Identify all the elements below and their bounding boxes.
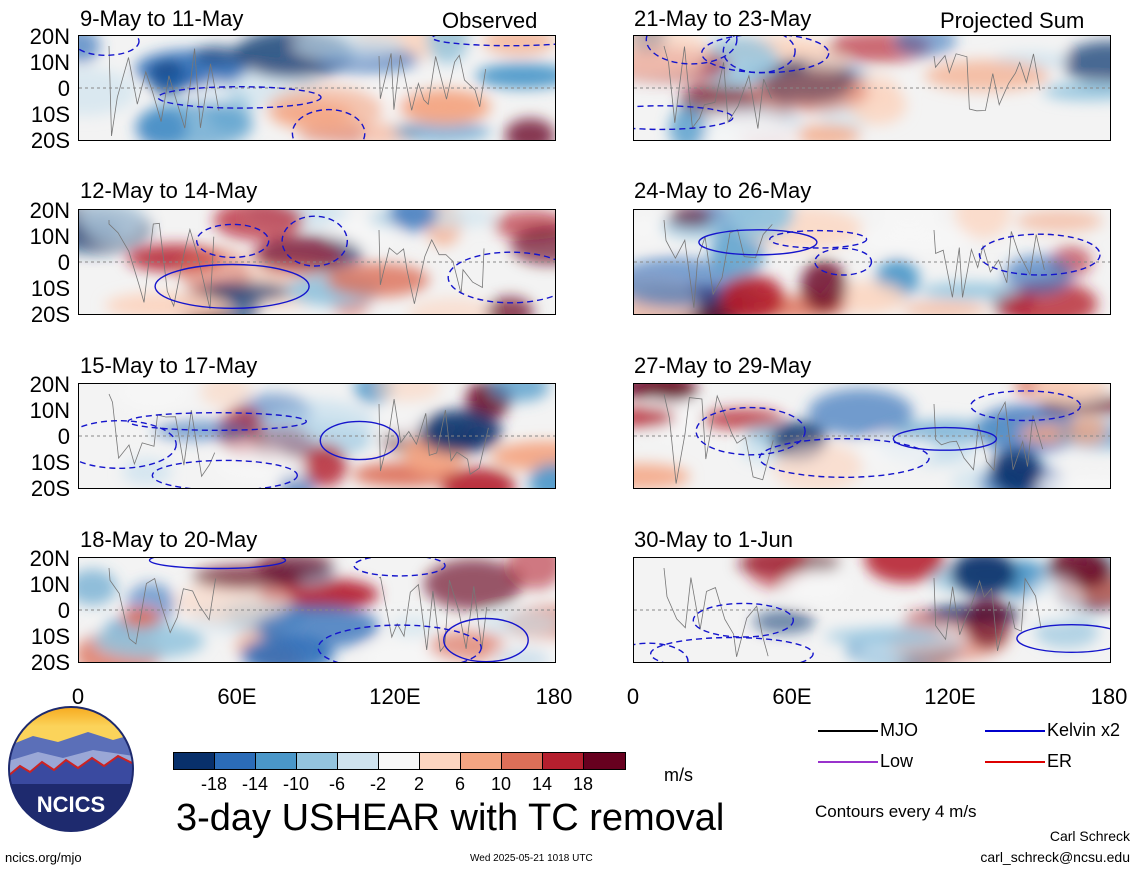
legend-line-mjo (818, 730, 878, 732)
colorbar-swatch (255, 752, 297, 770)
colorbar-label: -2 (369, 774, 386, 794)
panel-title-2: 12-May to 14-May (80, 178, 258, 203)
colorbar-swatch (583, 752, 626, 770)
main-title: 3-day USHEAR with TC removal (176, 797, 725, 839)
lat-label: 10N (29, 50, 70, 75)
colorbar-swatch (337, 752, 379, 770)
colorbar-label: 2 (413, 774, 424, 794)
footer-email: carl_schreck@ncsu.edu (980, 849, 1130, 865)
legend-line-low (818, 761, 878, 763)
map-panel-8 (633, 557, 1111, 663)
colorbar-swatch (378, 752, 420, 770)
panel-title-4: 18-May to 20-May (80, 527, 258, 552)
legend-line-er (985, 761, 1045, 763)
map-panel-1 (78, 35, 556, 141)
ncics-logo: NCICS (8, 706, 134, 832)
contours-note: Contours every 4 m/s (815, 802, 977, 821)
map-panel-2 (78, 209, 556, 315)
lat-label: 10S (30, 450, 70, 475)
colorbar-swatch (419, 752, 461, 770)
colorbar-label: -10 (282, 774, 309, 794)
lon-label: 60E (772, 684, 812, 709)
map-panel-6 (633, 209, 1111, 315)
panel-title-7: 27-May to 29-May (634, 353, 812, 378)
legend-label-kelvin: Kelvin x2 (1047, 720, 1121, 740)
lat-label: 20S (30, 476, 70, 501)
lon-label: 0 (626, 684, 640, 709)
lat-label: 20S (30, 128, 70, 153)
panel-title-5: 21-May to 23-May (634, 6, 812, 31)
legend-line-kelvin (985, 730, 1045, 732)
lat-label: 10N (29, 572, 70, 597)
colorbar-label: 6 (454, 774, 465, 794)
lon-label: 180 (535, 684, 573, 709)
map-panel-7 (633, 383, 1111, 489)
lat-label: 20N (29, 24, 70, 49)
lat-label: 0 (57, 76, 70, 101)
lon-label: 180 (1090, 684, 1128, 709)
colorbar-label: -14 (241, 774, 268, 794)
lat-label: 10S (30, 624, 70, 649)
lon-label: 0 (71, 684, 85, 709)
footer-author: Carl Schreck (1049, 828, 1130, 844)
colorbar-swatch (296, 752, 338, 770)
colorbar-label: 10 (490, 774, 512, 794)
colorbar-swatch (173, 752, 215, 770)
colorbar-swatch (460, 752, 502, 770)
lat-label: 20N (29, 198, 70, 223)
lat-label: 20N (29, 546, 70, 571)
panel-title-6: 24-May to 26-May (634, 178, 812, 203)
footer-url: ncics.org/mjo (5, 850, 82, 865)
lat-label: 20S (30, 302, 70, 327)
lat-label: 10N (29, 398, 70, 423)
colorbar-swatch (542, 752, 584, 770)
colorbar-label: -6 (328, 774, 345, 794)
colorbar-units: m/s (664, 765, 693, 785)
footer-timestamp: Wed 2025-05-21 1018 UTC (470, 853, 593, 864)
panel-corner-projected: Projected Sum (940, 8, 1085, 33)
colorbar-label: -18 (200, 774, 227, 794)
map-panel-3 (78, 383, 556, 489)
legend-label-er: ER (1047, 751, 1073, 771)
colorbar-label: 14 (531, 774, 553, 794)
colorbar-swatch (214, 752, 256, 770)
panel-title-1: 9-May to 11-May (80, 6, 244, 31)
lat-label: 10S (30, 102, 70, 127)
map-panel-5 (633, 35, 1111, 141)
lat-label: 0 (57, 424, 70, 449)
lon-label: 120E (924, 684, 976, 709)
lon-label: 120E (369, 684, 421, 709)
lat-label: 0 (57, 598, 70, 623)
lat-label: 0 (57, 250, 70, 275)
lat-label: 10S (30, 276, 70, 301)
map-panel-4 (78, 557, 556, 663)
panel-title-3: 15-May to 17-May (80, 353, 258, 378)
lat-label: 10N (29, 224, 70, 249)
lat-label: 20N (29, 372, 70, 397)
panel-title-8: 30-May to 1-Jun (634, 527, 793, 552)
legend-label-mjo: MJO (880, 720, 918, 740)
colorbar-swatch (501, 752, 543, 770)
lat-label: 20S (30, 650, 70, 675)
logo-text: NCICS (37, 792, 105, 817)
lon-label: 60E (217, 684, 257, 709)
colorbar-label: 18 (572, 774, 594, 794)
panel-corner-observed: Observed (442, 8, 538, 33)
legend-label-low: Low (880, 751, 914, 771)
